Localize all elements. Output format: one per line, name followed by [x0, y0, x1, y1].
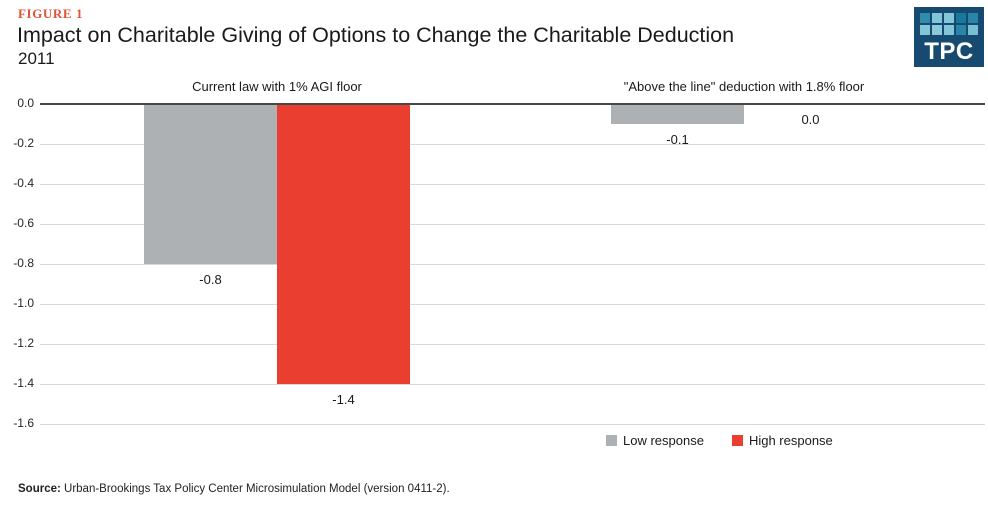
- logo-square: [968, 13, 978, 23]
- y-gridline: [40, 424, 985, 425]
- figure-label: FIGURE 1: [18, 6, 84, 21]
- y-gridline: [40, 264, 985, 265]
- y-axis-tick-label: -1.0: [13, 296, 34, 310]
- y-gridline: [40, 344, 985, 345]
- bar-value-label: -0.1: [666, 132, 689, 147]
- logo-square: [956, 25, 966, 35]
- y-axis-tick-label: 0.0: [17, 96, 34, 110]
- y-axis-tick-label: -1.2: [13, 336, 34, 350]
- figure-year: 2011: [18, 49, 55, 68]
- legend-item-low-response: Low response: [606, 433, 704, 448]
- logo-square: [944, 25, 954, 35]
- y-axis-tick-label: -0.4: [13, 176, 34, 190]
- y-gridline: [40, 144, 985, 145]
- bar-value-label: -1.4: [332, 392, 355, 407]
- y-gridline: [40, 384, 985, 385]
- legend-label: Low response: [623, 433, 704, 448]
- bar-high-response: [277, 104, 410, 384]
- chart-legend: Low response High response: [606, 433, 833, 448]
- y-axis-tick-label: -1.4: [13, 376, 34, 390]
- logo-square: [932, 25, 942, 35]
- tpc-logo: TPC: [914, 7, 984, 67]
- logo-square: [956, 13, 966, 23]
- zero-axis-line: [40, 103, 985, 105]
- legend-item-high-response: High response: [731, 433, 833, 448]
- group-label: Current law with 1% AGI floor: [192, 79, 362, 94]
- y-axis-tick-label: -1.6: [13, 416, 34, 430]
- page-title: Impact on Charitable Giving of Options t…: [17, 23, 735, 47]
- y-axis-tick-label: -0.2: [13, 136, 34, 150]
- group-label: "Above the line" deduction with 1.8% flo…: [623, 79, 865, 94]
- logo-square: [920, 13, 930, 23]
- logo-square: [968, 25, 978, 35]
- bar-low-response: [144, 104, 277, 264]
- source-note: Source: Urban-Brookings Tax Policy Cente…: [18, 483, 450, 495]
- bar-low-response: [611, 104, 744, 124]
- y-axis-tick-label: -0.8: [13, 256, 34, 270]
- bar-value-label: -0.8: [199, 272, 222, 287]
- logo-text: TPC: [924, 38, 974, 65]
- y-gridline: [40, 304, 985, 305]
- legend-label: High response: [748, 433, 833, 448]
- source-text: Urban-Brookings Tax Policy Center Micros…: [64, 483, 450, 495]
- logo-square: [944, 13, 954, 23]
- y-gridline: [40, 224, 985, 225]
- bar-value-label: 0.0: [801, 112, 820, 127]
- y-axis-tick-label: -0.6: [13, 216, 34, 230]
- legend-swatch-icon: [606, 435, 617, 446]
- legend-swatch-icon: [731, 435, 743, 446]
- logo-square: [920, 25, 930, 35]
- y-gridline: [40, 184, 985, 185]
- source-label: Source:: [18, 483, 61, 495]
- logo-grid-icon: [920, 13, 978, 35]
- logo-square: [932, 13, 942, 23]
